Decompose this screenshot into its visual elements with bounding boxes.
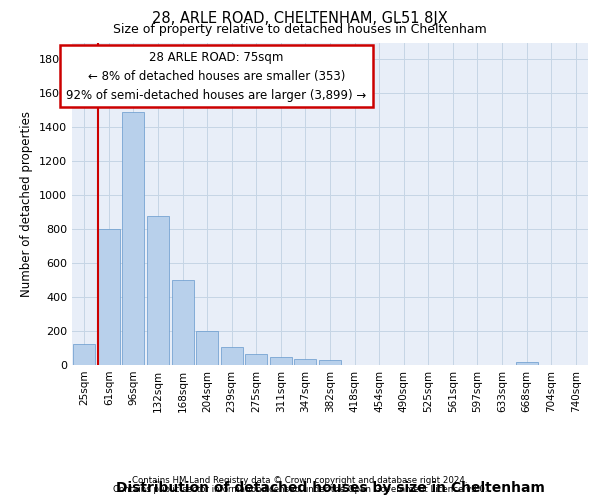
Y-axis label: Number of detached properties: Number of detached properties	[20, 111, 34, 296]
Bar	[196, 331, 218, 365]
Text: Contains HM Land Registry data © Crown copyright and database right 2024.: Contains HM Land Registry data © Crown c…	[132, 476, 468, 485]
Text: 28, ARLE ROAD, CHELTENHAM, GL51 8JX: 28, ARLE ROAD, CHELTENHAM, GL51 8JX	[152, 11, 448, 26]
Bar	[122, 112, 145, 365]
Text: Size of property relative to detached houses in Cheltenham: Size of property relative to detached ho…	[113, 22, 487, 36]
Text: Contains public sector information licensed under the Open Government Licence v3: Contains public sector information licen…	[113, 485, 487, 494]
Bar	[221, 347, 243, 365]
Bar	[147, 216, 169, 365]
Bar	[73, 344, 95, 365]
Text: 28 ARLE ROAD: 75sqm
← 8% of detached houses are smaller (353)
92% of semi-detach: 28 ARLE ROAD: 75sqm ← 8% of detached hou…	[67, 50, 367, 102]
Bar	[515, 362, 538, 365]
Bar	[172, 280, 194, 365]
Bar	[270, 357, 292, 365]
Bar	[319, 360, 341, 365]
X-axis label: Distribution of detached houses by size in Cheltenham: Distribution of detached houses by size …	[116, 482, 544, 496]
Bar	[98, 229, 120, 365]
Bar	[245, 354, 268, 365]
Bar	[295, 359, 316, 365]
